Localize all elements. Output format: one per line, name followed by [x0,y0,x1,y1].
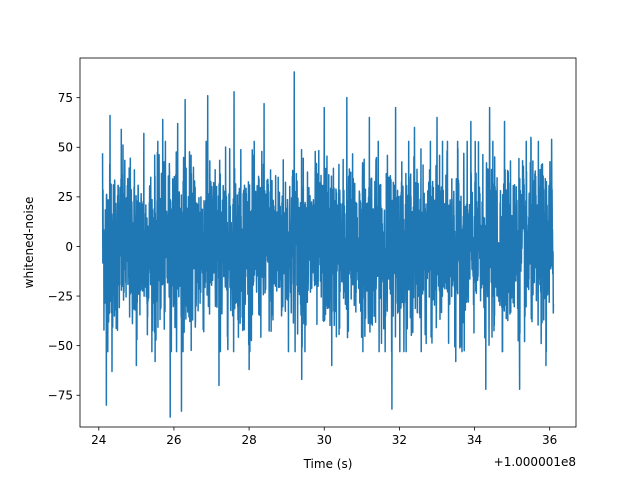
y-tick-label: 0 [65,240,73,254]
plot-area [79,57,577,428]
x-tick-label: 28 [241,433,256,447]
series-line-whitened-noise [101,71,555,418]
x-tick-label: 34 [467,433,482,447]
y-tick-label: 50 [58,141,73,155]
y-tick-label: −75 [48,389,73,403]
x-tick-label: 30 [317,433,332,447]
x-axis-label: Time (s) [303,457,353,471]
x-tick-label: 32 [392,433,407,447]
y-axis-label: whitened-noise [22,197,36,289]
x-tick-label: 26 [166,433,181,447]
x-tick-label: 36 [542,433,557,447]
y-tick-label: 25 [58,190,73,204]
axes-frame [79,57,577,428]
x-axis-offset-label: +1.000001e8 [494,455,576,469]
y-tick-label: −25 [48,289,73,303]
x-axis-ticks: 24 26 28 30 32 34 36 [91,427,557,447]
x-tick-label: 24 [91,433,106,447]
y-tick-label: −50 [48,339,73,353]
y-axis-ticks: −75 −50 −25 0 25 50 75 [48,91,80,403]
y-tick-label: 75 [58,91,73,105]
